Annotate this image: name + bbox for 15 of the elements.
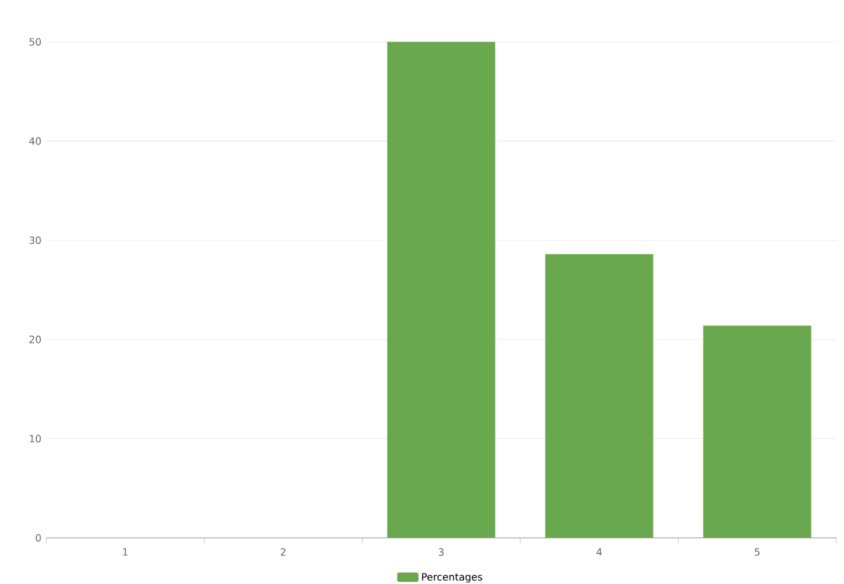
- legend-label: Percentages: [422, 573, 482, 583]
- x-tick-label: 5: [754, 548, 760, 556]
- y-tick-label: 50: [30, 38, 41, 46]
- x-tick-label: 3: [438, 548, 444, 556]
- y-tick-label: 40: [29, 137, 41, 145]
- y-tick-label: 30: [30, 236, 41, 244]
- y-tick-label: 20: [30, 336, 41, 344]
- bar: [387, 42, 496, 538]
- y-tick-label: 10: [30, 434, 41, 442]
- x-tick-label: 1: [123, 548, 128, 556]
- bar: [545, 254, 654, 538]
- x-tick-label: 2: [280, 548, 286, 556]
- y-tick-label: 0: [36, 534, 41, 542]
- bar: [703, 326, 812, 538]
- x-tick-label: 4: [596, 548, 602, 556]
